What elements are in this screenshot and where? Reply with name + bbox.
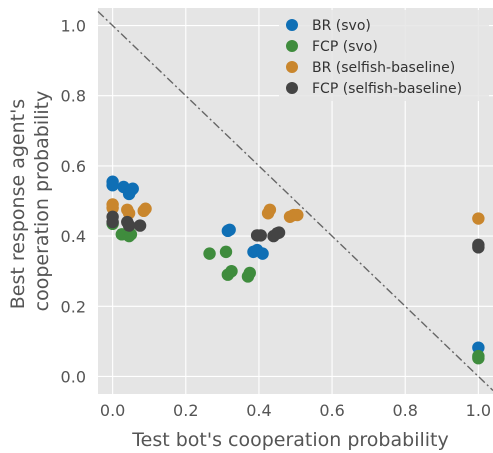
legend-label: BR (svo)	[312, 18, 371, 34]
data-points	[106, 175, 485, 365]
x-tick-label: 0.2	[173, 401, 198, 420]
data-point-series-3	[133, 219, 147, 232]
data-point-series-1	[243, 266, 256, 280]
y-axis-label-line-1: Best response agent's	[7, 99, 29, 309]
x-axis-ticks: 0.0 0.2 0.4 0.6 0.8 1.0	[100, 401, 491, 420]
y-tick-label: 0.2	[61, 297, 86, 316]
data-point-series-0	[106, 179, 119, 192]
y-axis-label-line-2: cooperation probability	[31, 91, 53, 312]
legend-marker	[286, 82, 298, 94]
x-tick-label: 0.6	[319, 401, 344, 420]
data-point-series-2	[106, 201, 119, 215]
legend-marker	[286, 40, 298, 52]
data-point-series-3	[122, 219, 136, 232]
y-axis-label: Best response agent's cooperation probab…	[7, 91, 53, 312]
legend-label: FCP (svo)	[312, 39, 378, 55]
legend-label: FCP (selfish-baseline)	[312, 81, 462, 97]
legend-frame	[279, 10, 489, 101]
data-point-series-3	[106, 215, 119, 229]
data-point-series-2	[139, 202, 152, 215]
data-point-series-0	[256, 247, 269, 260]
data-point-series-3	[254, 229, 267, 242]
data-point-series-1	[203, 247, 216, 260]
data-point-series-3	[272, 226, 286, 239]
y-tick-label: 0.4	[61, 227, 86, 246]
x-tick-label: 0.0	[100, 401, 125, 420]
y-tick-label: 0.6	[61, 157, 86, 176]
legend-label: BR (selfish-baseline)	[312, 60, 455, 76]
data-point-series-1	[225, 264, 238, 278]
reference-diagonal-line	[97, 11, 493, 391]
data-point-series-1	[219, 245, 233, 259]
data-point-series-2	[291, 208, 304, 222]
data-point-series-1	[472, 352, 485, 365]
x-tick-label: 0.8	[392, 401, 417, 420]
data-point-series-2	[472, 212, 485, 225]
legend-marker	[286, 19, 298, 31]
x-tick-label: 0.4	[246, 401, 271, 420]
y-tick-label: 0.0	[61, 367, 86, 386]
data-point-series-0	[122, 187, 136, 201]
legend-marker	[286, 61, 298, 73]
data-point-series-2	[263, 203, 277, 216]
data-point-series-0	[223, 223, 236, 236]
x-axis-label: Test bot's cooperation probability	[131, 429, 448, 451]
legend: BR (svo) FCP (svo) BR (selfish-baseline) FC…	[279, 10, 489, 101]
y-tick-label: 0.8	[61, 87, 86, 106]
data-point-series-3	[472, 241, 485, 254]
y-tick-label: 1.0	[61, 17, 86, 36]
y-axis-ticks: 0.0 0.2 0.4 0.6 0.8 1.0	[61, 17, 86, 387]
x-tick-label: 1.0	[466, 401, 491, 420]
